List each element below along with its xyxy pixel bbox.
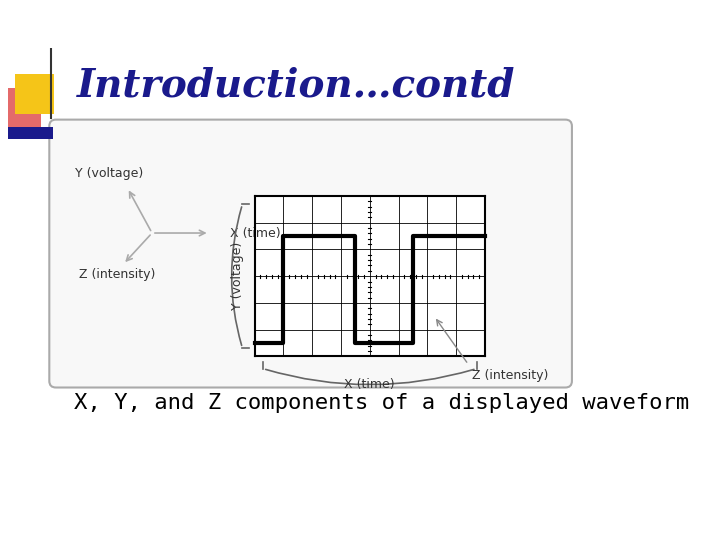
FancyBboxPatch shape (49, 120, 572, 388)
FancyBboxPatch shape (255, 196, 485, 356)
Text: Introduction…contd: Introduction…contd (76, 66, 515, 104)
FancyBboxPatch shape (15, 75, 54, 114)
FancyBboxPatch shape (8, 87, 41, 130)
Text: Z (intensity): Z (intensity) (79, 268, 156, 281)
Text: X, Y, and Z components of a displayed waveform: X, Y, and Z components of a displayed wa… (74, 393, 689, 413)
Text: X (time): X (time) (344, 379, 395, 392)
Text: Z (intensity): Z (intensity) (472, 369, 549, 382)
Text: Y (voltage): Y (voltage) (75, 167, 143, 180)
FancyBboxPatch shape (8, 127, 53, 139)
Text: Y (voltage): Y (voltage) (231, 242, 244, 310)
Text: X (time): X (time) (230, 226, 281, 240)
